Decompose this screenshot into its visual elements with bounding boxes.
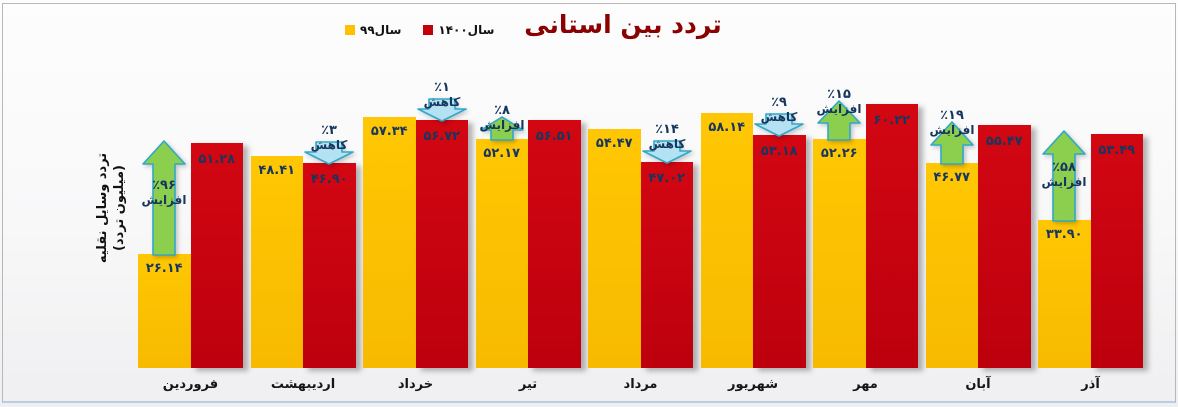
change-percent-value: ٪۹۶ xyxy=(152,178,176,193)
bar-value-label-year99: ۵۲.۲۶ xyxy=(820,146,858,162)
increase-arrow-icon xyxy=(1042,130,1086,226)
change-percent-label: ٪۹ کاهش xyxy=(747,95,811,125)
legend-label-year1400: سال۱۴۰۰ xyxy=(438,23,495,37)
bar-value-label-year99: ۵۷.۳۴ xyxy=(370,123,408,139)
chart-title: تردد بین استانی xyxy=(524,10,722,39)
decrease-arrow-icon xyxy=(304,141,354,169)
change-direction-word: کاهش xyxy=(648,137,686,151)
y-axis-title: تردد وسایل نقلیه (میلیون تردد) xyxy=(95,153,129,263)
change-direction-word: افزایش xyxy=(929,123,975,137)
change-percent-value: ٪۱۹ xyxy=(940,108,964,123)
change-percent-value: ٪۱۴ xyxy=(655,122,679,137)
x-axis-label: اردیبهشت xyxy=(270,377,336,392)
change-percent-label: ٪۱۵ افزایش xyxy=(807,87,871,117)
bar-value-label-year99: ۲۶.۱۴ xyxy=(145,260,183,276)
change-percent-label: ٪۸ افزایش xyxy=(470,103,534,133)
bar-year1400 xyxy=(640,162,693,368)
increase-arrow-icon xyxy=(142,140,186,260)
legend-item-year1400: سال۱۴۰۰ xyxy=(423,23,494,37)
change-percent-label: ٪۹۶ افزایش xyxy=(132,178,196,208)
bar-value-label-year1400: ۵۳.۱۸ xyxy=(760,144,798,160)
increase-arrow-icon xyxy=(480,116,524,145)
bar-year99 xyxy=(925,163,978,368)
change-percent-value: ٪۸ xyxy=(494,103,510,118)
bar-year1400 xyxy=(528,120,581,368)
change-percent-value: ٪۳ xyxy=(321,123,337,138)
x-axis-label: خرداد xyxy=(397,377,434,392)
x-axis-label: مهر xyxy=(853,377,878,392)
change-direction-word: کاهش xyxy=(310,138,348,152)
bar-year1400 xyxy=(753,135,806,368)
y-axis-title-line2: (میلیون تردد) xyxy=(112,165,127,251)
bar-value-label-year1400: ۴۶.۹۰ xyxy=(310,171,348,187)
bar-value-label-year1400: ۶۰.۲۲ xyxy=(873,113,911,129)
increase-arrow-icon xyxy=(930,121,974,169)
bar-year99 xyxy=(1038,219,1091,368)
change-direction-word: کاهش xyxy=(423,95,461,109)
change-direction-word: افزایش xyxy=(1041,175,1087,189)
bar-year1400 xyxy=(303,162,356,368)
change-percent-label: ٪۱ کاهش xyxy=(410,80,474,110)
bar-year1400 xyxy=(415,119,468,368)
change-direction-word: افزایش xyxy=(479,118,525,132)
bar-value-label-year99: ۳۳.۹۰ xyxy=(1045,226,1083,242)
legend-item-year99: سال۹۹ xyxy=(345,23,401,37)
chart-legend: سال۹۹ سال۱۴۰۰ xyxy=(345,23,494,37)
legend-swatch-year99-icon xyxy=(345,25,355,35)
change-percent-value: ٪۵۸ xyxy=(1052,160,1076,175)
legend-label-year99: سال۹۹ xyxy=(360,23,402,37)
change-percent-value: ٪۹ xyxy=(771,95,787,110)
x-axis-label: فروردین xyxy=(162,377,219,392)
change-percent-value: ٪۱۵ xyxy=(827,87,851,102)
bar-year99 xyxy=(588,129,641,368)
bar-value-label-year99: ۵۸.۱۴ xyxy=(708,120,746,136)
x-axis-label: مرداد xyxy=(623,377,658,392)
x-axis-label: آذر xyxy=(1081,377,1100,392)
bar-year1400 xyxy=(978,125,1031,368)
bar-year99 xyxy=(700,113,753,368)
change-percent-label: ٪۳ کاهش xyxy=(297,123,361,153)
bar-value-label-year99: ۵۲.۱۷ xyxy=(483,146,521,162)
x-axis-label: آبان xyxy=(965,377,991,392)
x-axis-label: شهریور xyxy=(728,377,778,392)
bar-year1400 xyxy=(865,104,918,368)
increase-arrow-icon xyxy=(817,100,861,145)
change-direction-word: کاهش xyxy=(760,110,798,124)
bar-value-label-year1400: ۴۷.۰۲ xyxy=(648,171,686,187)
bar-value-label-year99: ۵۴.۴۷ xyxy=(595,136,633,152)
bar-year99 xyxy=(475,139,528,368)
bar-year99 xyxy=(250,155,303,368)
bar-value-label-year1400: ۵۵.۴۷ xyxy=(985,134,1023,150)
bar-value-label-year1400: ۵۶.۵۱ xyxy=(535,129,573,145)
decrease-arrow-icon xyxy=(642,140,692,168)
change-direction-word: افزایش xyxy=(816,102,862,116)
change-percent-label: ٪۱۹ افزایش xyxy=(920,108,984,138)
bar-value-label-year1400: ۵۶.۷۲ xyxy=(423,128,461,144)
x-axis-label: تیر xyxy=(518,377,538,392)
y-axis-title-line1: تردد وسایل نقلیه xyxy=(95,152,111,264)
change-direction-word: افزایش xyxy=(141,193,187,207)
bar-year99 xyxy=(138,253,191,368)
bar-value-label-year99: ۴۶.۷۷ xyxy=(933,170,971,186)
bar-value-label-year99: ۴۸.۴۱ xyxy=(258,162,296,178)
change-percent-label: ٪۱۴ کاهش xyxy=(635,122,699,152)
bar-year99 xyxy=(363,116,416,368)
bar-year99 xyxy=(813,139,866,368)
bar-value-label-year1400: ۵۱.۲۸ xyxy=(198,152,236,168)
change-percent-label: ٪۵۸ افزایش xyxy=(1032,160,1096,190)
decrease-arrow-icon xyxy=(754,113,804,141)
bar-value-label-year1400: ۵۳.۴۹ xyxy=(1098,142,1136,158)
legend-swatch-year1400-icon xyxy=(423,25,434,35)
bar-year1400 xyxy=(1090,133,1143,368)
change-percent-value: ٪۱ xyxy=(434,80,450,95)
decrease-arrow-icon xyxy=(417,98,467,126)
bar-year1400 xyxy=(190,143,243,368)
